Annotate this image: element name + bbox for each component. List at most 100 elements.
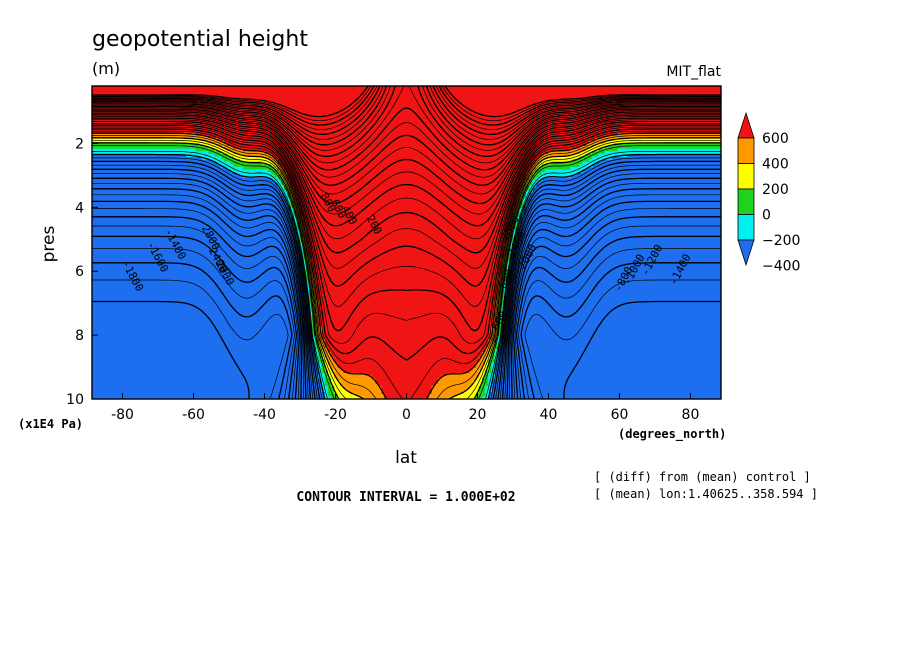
band-cell bbox=[312, 273, 502, 278]
isoline bbox=[92, 113, 721, 215]
band-cell bbox=[522, 185, 527, 189]
band-cell bbox=[447, 372, 480, 377]
band-cell bbox=[541, 172, 577, 176]
band-cell bbox=[92, 143, 200, 147]
isoline bbox=[92, 130, 721, 399]
band-cell bbox=[519, 195, 524, 199]
band-cell bbox=[500, 273, 505, 278]
band-cell bbox=[548, 151, 581, 155]
band-cell bbox=[217, 161, 231, 165]
band-cell bbox=[92, 86, 721, 90]
band-cell bbox=[497, 286, 502, 291]
isoline bbox=[92, 225, 721, 399]
band-cell bbox=[290, 185, 524, 189]
band-cell bbox=[318, 323, 496, 327]
band-cell bbox=[318, 320, 496, 324]
band-cell bbox=[318, 307, 496, 311]
isoline bbox=[92, 182, 721, 399]
band-cell bbox=[588, 145, 606, 150]
band-cell bbox=[309, 252, 505, 257]
colorbar: 600 400 200 0 −200 −400 bbox=[737, 111, 800, 275]
band-cell bbox=[544, 169, 584, 173]
band-cell bbox=[331, 365, 338, 369]
band-cell bbox=[286, 203, 291, 207]
isoline bbox=[92, 86, 721, 130]
band-cell bbox=[466, 388, 480, 392]
band-cell bbox=[321, 328, 493, 332]
band-cell bbox=[208, 135, 606, 139]
band-cell bbox=[92, 122, 721, 126]
band-cell bbox=[334, 385, 345, 390]
band-cell bbox=[305, 229, 508, 233]
band-cell bbox=[315, 279, 499, 283]
band-cell bbox=[526, 187, 530, 191]
band-cell bbox=[299, 221, 304, 225]
band-cell bbox=[535, 161, 540, 165]
band-cell bbox=[497, 297, 502, 301]
band-cell bbox=[337, 362, 477, 366]
band-cell bbox=[526, 190, 533, 194]
isoline bbox=[92, 86, 721, 151]
x-tick-label: 80 bbox=[682, 407, 700, 423]
band-cell bbox=[318, 346, 323, 351]
y-tick-label: 2 bbox=[75, 136, 84, 152]
band-cell bbox=[504, 276, 508, 280]
band-cell bbox=[356, 393, 386, 397]
band-cell bbox=[337, 378, 376, 382]
band-cell bbox=[431, 388, 467, 392]
y-axis-units: (x1E4 Pa) bbox=[18, 417, 83, 431]
band-cell bbox=[497, 333, 502, 337]
band-cell bbox=[233, 156, 266, 160]
band-cell bbox=[494, 333, 499, 337]
band-cell bbox=[299, 208, 515, 212]
band-cell bbox=[488, 354, 493, 358]
band-cell bbox=[375, 378, 439, 382]
band-cell bbox=[318, 333, 323, 337]
band-cell bbox=[504, 273, 508, 278]
isoline bbox=[92, 135, 721, 399]
band-cell bbox=[315, 349, 320, 353]
band-cell bbox=[519, 192, 524, 197]
band-cell bbox=[305, 237, 508, 241]
band-cell bbox=[463, 391, 480, 395]
band-cell bbox=[481, 383, 489, 387]
band-cell bbox=[315, 281, 499, 285]
band-cell bbox=[92, 148, 197, 152]
isoline bbox=[92, 177, 721, 399]
band-cell bbox=[318, 315, 496, 319]
band-cell bbox=[491, 328, 496, 332]
band-cell bbox=[485, 362, 489, 366]
band-cell bbox=[481, 378, 489, 382]
band-cell bbox=[315, 292, 499, 296]
band-cell bbox=[283, 179, 288, 184]
isolines bbox=[92, 86, 721, 399]
isoline bbox=[92, 137, 721, 399]
isoline bbox=[92, 86, 721, 146]
band-cell bbox=[321, 333, 493, 337]
band-cell bbox=[242, 153, 272, 158]
isoline bbox=[92, 262, 721, 399]
band-cell bbox=[296, 226, 301, 231]
band-cell bbox=[195, 148, 216, 152]
dataset-label: MIT_flat bbox=[666, 64, 721, 80]
isoline bbox=[92, 157, 721, 399]
band-cell bbox=[286, 172, 527, 176]
band-cell bbox=[321, 331, 493, 335]
colorbar-label: −200 bbox=[762, 233, 800, 249]
band-cell bbox=[305, 279, 310, 283]
band-cell bbox=[481, 352, 489, 356]
band-cell bbox=[507, 255, 511, 259]
band-cell bbox=[290, 205, 294, 210]
x-tick-label: 20 bbox=[469, 407, 487, 423]
x-axis: -80 -60 -40 -20 0 20 40 60 80 bbox=[111, 393, 699, 423]
band-cell bbox=[510, 239, 515, 244]
band-cell bbox=[331, 380, 342, 384]
note-mean: [ (mean) lon:1.40625..358.594 ] bbox=[594, 487, 818, 501]
band-cell bbox=[283, 182, 288, 186]
band-cell bbox=[494, 346, 499, 351]
band-cell bbox=[324, 391, 329, 395]
band-cell bbox=[290, 179, 524, 184]
band-cell bbox=[233, 151, 266, 155]
band-cell bbox=[324, 352, 332, 356]
y-tick-label: 10 bbox=[66, 392, 84, 408]
